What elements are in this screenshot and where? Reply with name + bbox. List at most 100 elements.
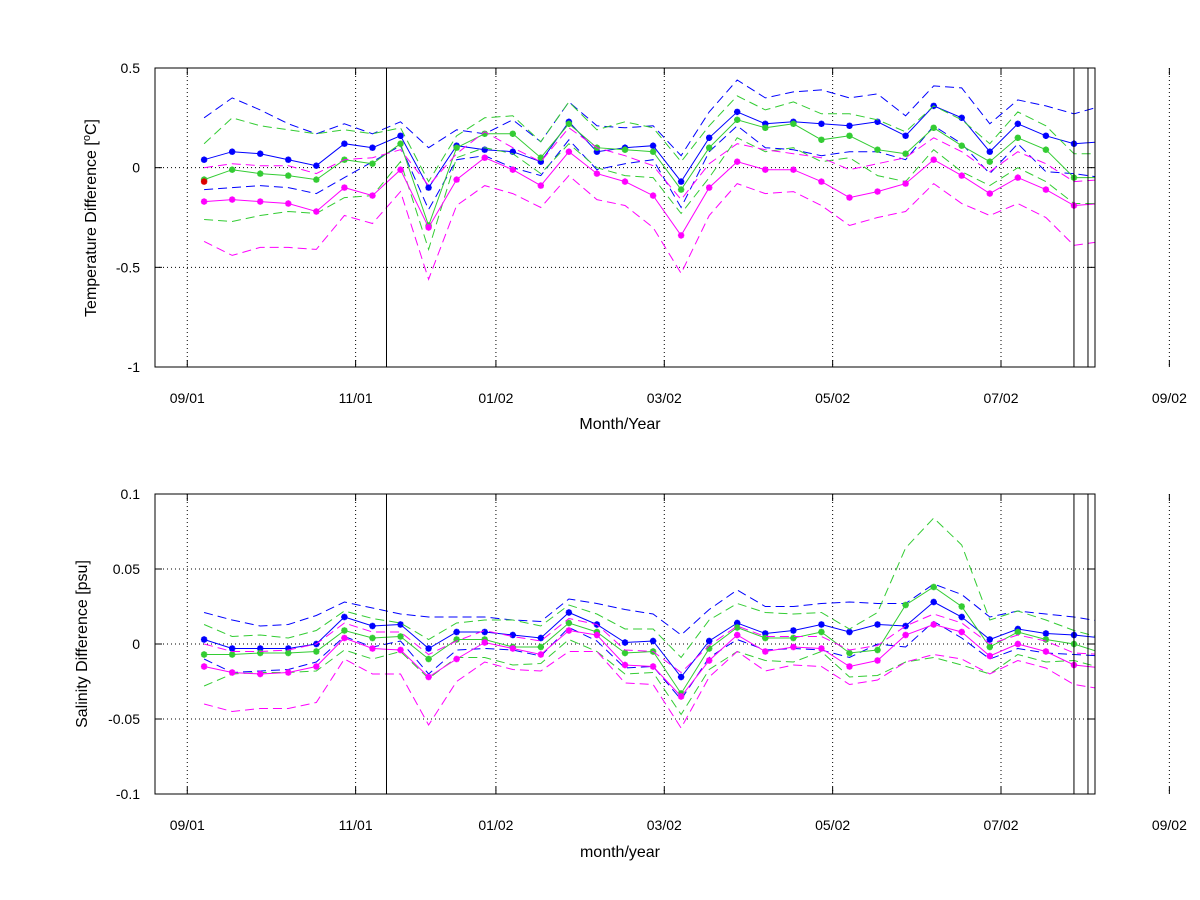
salinity-blue-marker bbox=[1183, 644, 1189, 650]
salinity-magenta-marker bbox=[481, 639, 488, 646]
temperature-blue-marker bbox=[1155, 153, 1161, 159]
temperature-green-marker bbox=[1155, 180, 1161, 186]
temperature-blue-marker bbox=[846, 122, 853, 129]
temperature-blue-marker bbox=[257, 150, 264, 157]
salinity-green-marker bbox=[734, 624, 741, 631]
temperature-magenta-marker bbox=[313, 208, 320, 215]
salinity-series-blue-solid-line bbox=[203, 601, 1095, 678]
salinity-magenta-marker bbox=[565, 627, 573, 634]
temperature-blue-marker bbox=[986, 148, 993, 155]
salinity-blue-marker bbox=[200, 636, 208, 643]
salinity-series-green-dashed-line bbox=[203, 517, 1095, 659]
salinity-series-magenta-dashed-line bbox=[203, 650, 1095, 729]
salinity-green-marker bbox=[425, 655, 432, 663]
temperature-green-marker bbox=[874, 146, 881, 153]
salinity-green-marker bbox=[706, 645, 713, 652]
temperature-magenta-marker bbox=[846, 194, 853, 201]
salinity-magenta-marker bbox=[734, 631, 741, 639]
salinity-green-marker bbox=[790, 634, 797, 642]
salinity-xtick-label: 09/01 bbox=[170, 817, 205, 833]
temperature-blue-marker bbox=[677, 178, 685, 185]
temperature-green-marker bbox=[285, 172, 292, 179]
salinity-magenta-marker bbox=[257, 670, 264, 678]
salinity-magenta-marker bbox=[200, 663, 208, 670]
temperature-series-blue-dashed-line bbox=[204, 125, 1095, 211]
salinity-blue-marker bbox=[958, 613, 965, 621]
temperature-green-marker bbox=[481, 130, 488, 137]
temperature-magenta-marker bbox=[425, 224, 432, 231]
temperature-magenta-marker bbox=[621, 178, 629, 185]
temperature-magenta-marker bbox=[986, 190, 993, 197]
salinity-green-marker bbox=[200, 651, 208, 658]
temperature-blue-marker bbox=[1127, 163, 1133, 169]
temperature-magenta-marker bbox=[706, 184, 713, 191]
salinity-blue-marker bbox=[762, 630, 769, 637]
temperature-xtick-label: 01/02 bbox=[478, 390, 513, 406]
temperature-blue-marker bbox=[958, 114, 965, 121]
salinity-blue-marker bbox=[229, 645, 236, 652]
salinity-magenta-marker bbox=[902, 631, 909, 639]
salinity-magenta-marker bbox=[818, 645, 825, 652]
temperature-xtick-label: 09/02 bbox=[1152, 390, 1187, 406]
salinity-magenta-marker bbox=[874, 657, 881, 664]
salinity-blue-marker bbox=[677, 673, 685, 681]
salinity-blue-marker bbox=[397, 621, 404, 628]
temperature-magenta-marker bbox=[453, 176, 460, 183]
salinity-green-marker bbox=[930, 583, 937, 591]
salinity-blue-marker bbox=[846, 628, 853, 636]
salinity-magenta-marker bbox=[537, 651, 544, 658]
temperature-blue-marker bbox=[874, 118, 881, 125]
temperature-axes-box bbox=[154, 67, 1096, 368]
temperature-blue-marker bbox=[734, 108, 741, 116]
salinity-magenta-marker bbox=[369, 645, 376, 652]
salinity-blue-marker bbox=[1127, 648, 1133, 654]
temperature-y-axis-label-before: Temperature Difference [ bbox=[83, 141, 100, 317]
temperature-blue-marker bbox=[706, 134, 713, 141]
temperature-series-magenta-dashed-line bbox=[203, 174, 1095, 281]
temperature-magenta-marker bbox=[1042, 186, 1050, 193]
salinity-blue-marker bbox=[453, 628, 460, 636]
temperature-green-marker bbox=[537, 154, 544, 161]
temperature-green-marker bbox=[649, 148, 657, 155]
temperature-magenta-marker bbox=[593, 170, 601, 177]
temperature-green-marker bbox=[818, 136, 825, 143]
temperature-blue-marker bbox=[425, 184, 432, 191]
salinity-blue-marker bbox=[874, 621, 881, 628]
salinity-magenta-marker bbox=[341, 634, 348, 642]
temperature-blue-marker bbox=[369, 144, 376, 151]
temperature-blue-marker bbox=[902, 132, 909, 139]
salinity-green-marker bbox=[1014, 628, 1021, 636]
temperature-magenta-marker bbox=[481, 154, 488, 161]
salinity-blue-marker bbox=[706, 637, 713, 645]
salinity-green-marker bbox=[762, 634, 769, 642]
temperature-plot-area bbox=[200, 79, 1189, 281]
temperature-green-marker bbox=[1099, 174, 1105, 180]
salinity-magenta-marker bbox=[1183, 672, 1189, 678]
salinity-blue-marker bbox=[481, 628, 488, 636]
salinity-magenta-marker bbox=[706, 657, 713, 664]
temperature-blue-marker bbox=[593, 148, 601, 155]
temperature-xtick-label: 11/01 bbox=[339, 390, 373, 406]
salinity-green-marker bbox=[818, 628, 825, 636]
temperature-magenta-marker bbox=[1183, 216, 1189, 222]
salinity-blue-marker bbox=[537, 634, 544, 642]
temperature-y-axis-label: Temperature Difference [oC] bbox=[81, 119, 100, 317]
temperature-y-axis-label-sup: o bbox=[81, 135, 93, 141]
salinity-magenta-marker bbox=[846, 663, 853, 670]
temperature-blue-marker bbox=[818, 120, 825, 127]
salinity-green-marker bbox=[397, 633, 404, 640]
salinity-green-marker bbox=[537, 643, 544, 651]
temperature-magenta-marker bbox=[958, 172, 965, 179]
temperature-magenta-marker bbox=[369, 192, 376, 199]
salinity-ytick-label: 0 bbox=[132, 636, 140, 652]
temperature-magenta-marker bbox=[257, 198, 264, 205]
salinity-magenta-marker bbox=[313, 663, 320, 670]
salinity-magenta-marker bbox=[229, 669, 236, 676]
salinity-series-blue-dashed-line bbox=[203, 620, 1095, 701]
temperature-magenta-marker bbox=[874, 188, 881, 195]
salinity-magenta-marker bbox=[677, 693, 685, 700]
temperature-blue-marker bbox=[649, 142, 657, 149]
temperature-green-marker bbox=[257, 170, 264, 177]
salinity-magenta-marker bbox=[1155, 657, 1161, 663]
